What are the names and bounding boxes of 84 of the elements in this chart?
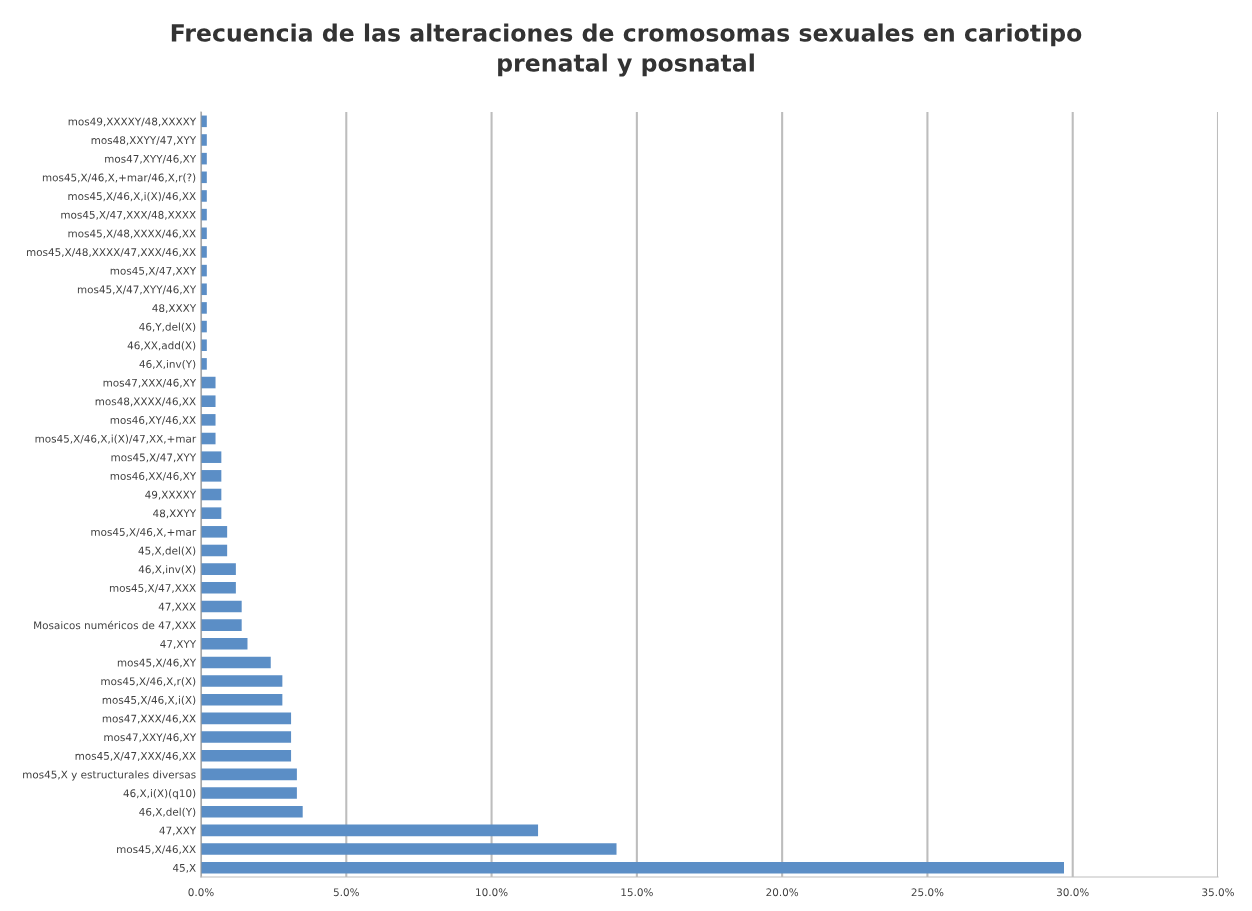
y-tick-label: 46,X,inv(Y) — [139, 359, 196, 370]
bar — [201, 693, 283, 706]
bar — [201, 339, 207, 352]
x-tick-label: 30.0% — [1056, 888, 1089, 897]
y-tick-label: 46,X,i(X)(q10) — [123, 789, 196, 800]
y-tick-label: 48,XXYY — [153, 509, 197, 519]
y-tick-label: mos45,X/46,X,+mar — [91, 528, 197, 537]
bar — [201, 805, 303, 818]
bar — [201, 470, 222, 482]
bar — [201, 843, 617, 855]
x-tick-label: 5.0% — [333, 888, 359, 897]
y-tick-label: mos45,X/48,XXXX/46,XX — [68, 229, 196, 239]
y-tick-label: mos45,X/46,XX — [117, 845, 196, 855]
bar — [201, 731, 292, 743]
bar — [201, 358, 207, 370]
x-tick-label: 25.0% — [911, 888, 944, 897]
bar — [201, 376, 216, 389]
bar — [201, 749, 292, 762]
y-tick-label: mos45,X/46,X,i(X) — [102, 695, 196, 706]
chart-title: Frecuencia de las alteraciones de cromosomas sexuales en cariotipo prenatal y posnatal — [171, 23, 1082, 77]
bar — [201, 600, 242, 613]
y-tick-label: Mosaicos numéricos de 47,XXX — [34, 620, 196, 631]
y-tick-label: mos47,XXX/46,XX — [102, 714, 196, 724]
y-tick-label: 46,XX,add(X) — [127, 341, 196, 351]
y-tick-label: mos45,X/46,X,+mar/46,X,r(?) — [42, 173, 196, 183]
y-tick-label: 46,X,inv(X) — [138, 565, 196, 575]
y-tick-label: 46,Y,del(X) — [139, 322, 196, 332]
bar — [201, 656, 271, 669]
bar — [201, 451, 222, 463]
x-tick-label: 0.0% — [188, 888, 214, 897]
y-tick-label: mos45,X/47,XXX — [109, 584, 196, 593]
y-tick-label: mos45,X/47,XXX/46,XX — [75, 751, 196, 761]
y-tick-label: 47,XYY — [160, 640, 197, 649]
y-tick-label: 48,XXXY — [152, 304, 197, 314]
bar — [201, 824, 539, 837]
y-tick-label: mos47,XYY/46,XY — [105, 154, 197, 164]
bar — [201, 246, 207, 258]
y-tick-label: 45,X — [172, 864, 196, 873]
bar — [201, 563, 236, 575]
y-tick-label: 47,XXX — [158, 602, 196, 612]
y-tick-label: mos45,X/46,X,i(X)/46,XX — [68, 192, 196, 202]
bar — [201, 302, 207, 314]
bar — [201, 582, 236, 594]
bar — [201, 637, 248, 650]
bar — [201, 861, 1064, 874]
y-tick-label: mos45,X/47,XXY — [110, 266, 197, 276]
bar — [201, 395, 216, 407]
x-tick-label: 35.0% — [1202, 888, 1234, 897]
y-tick-label: mos47,XXX/46,XY — [103, 378, 197, 388]
y-tick-label: mos46,XX/46,XY — [110, 472, 197, 482]
bar — [201, 619, 242, 631]
bar — [201, 414, 216, 426]
y-tick-label: 49,XXXXY — [145, 490, 197, 500]
bar — [201, 768, 297, 781]
y-tick-label: 46,X,del(Y) — [139, 807, 196, 818]
bar — [201, 227, 207, 240]
bar — [201, 134, 207, 146]
y-tick-label: mos45,X/47,XXX/48,XXXX — [61, 210, 196, 220]
bar — [201, 787, 297, 799]
bar — [201, 432, 216, 445]
x-tick-label: 15.0% — [621, 888, 653, 897]
y-tick-label: mos49,XXXXY/48,XXXXY — [68, 117, 197, 127]
y-tick-label: mos48,XXYY/47,XYY — [91, 136, 197, 146]
x-tick-label: 20.0% — [766, 888, 799, 897]
y-tick-label: mos45,X/47,XYY — [111, 453, 197, 463]
bar — [201, 712, 292, 725]
bar — [201, 190, 207, 202]
bar — [201, 507, 222, 519]
y-tick-label: mos45,X/47,XYY/46,XY — [77, 285, 197, 295]
bar — [201, 283, 207, 296]
y-tick-label: mos46,XY/46,XX — [110, 416, 196, 426]
y-tick-label: mos48,XXXX/46,XX — [95, 397, 196, 407]
y-tick-label: mos47,XXY/46,XY — [104, 733, 197, 743]
y-tick-label: 45,X,del(X) — [138, 546, 196, 556]
bar — [201, 544, 228, 557]
y-tick-label: mos45,X/46,X,i(X)/47,XX,+mar — [35, 434, 197, 444]
x-tick-label: 10.0% — [476, 888, 508, 897]
y-tick-label: mos45,X y estructurales diversas — [23, 770, 196, 781]
y-tick-label: mos45,X/46,X,r(X) — [101, 677, 196, 687]
bar — [201, 526, 228, 538]
y-tick-label: mos45,X/46,XY — [117, 658, 197, 668]
y-tick-label: mos45,X/48,XXXX/47,XXX/46,XX — [26, 248, 196, 258]
y-tick-label: 47,XXY — [159, 826, 197, 836]
bar — [201, 675, 283, 687]
